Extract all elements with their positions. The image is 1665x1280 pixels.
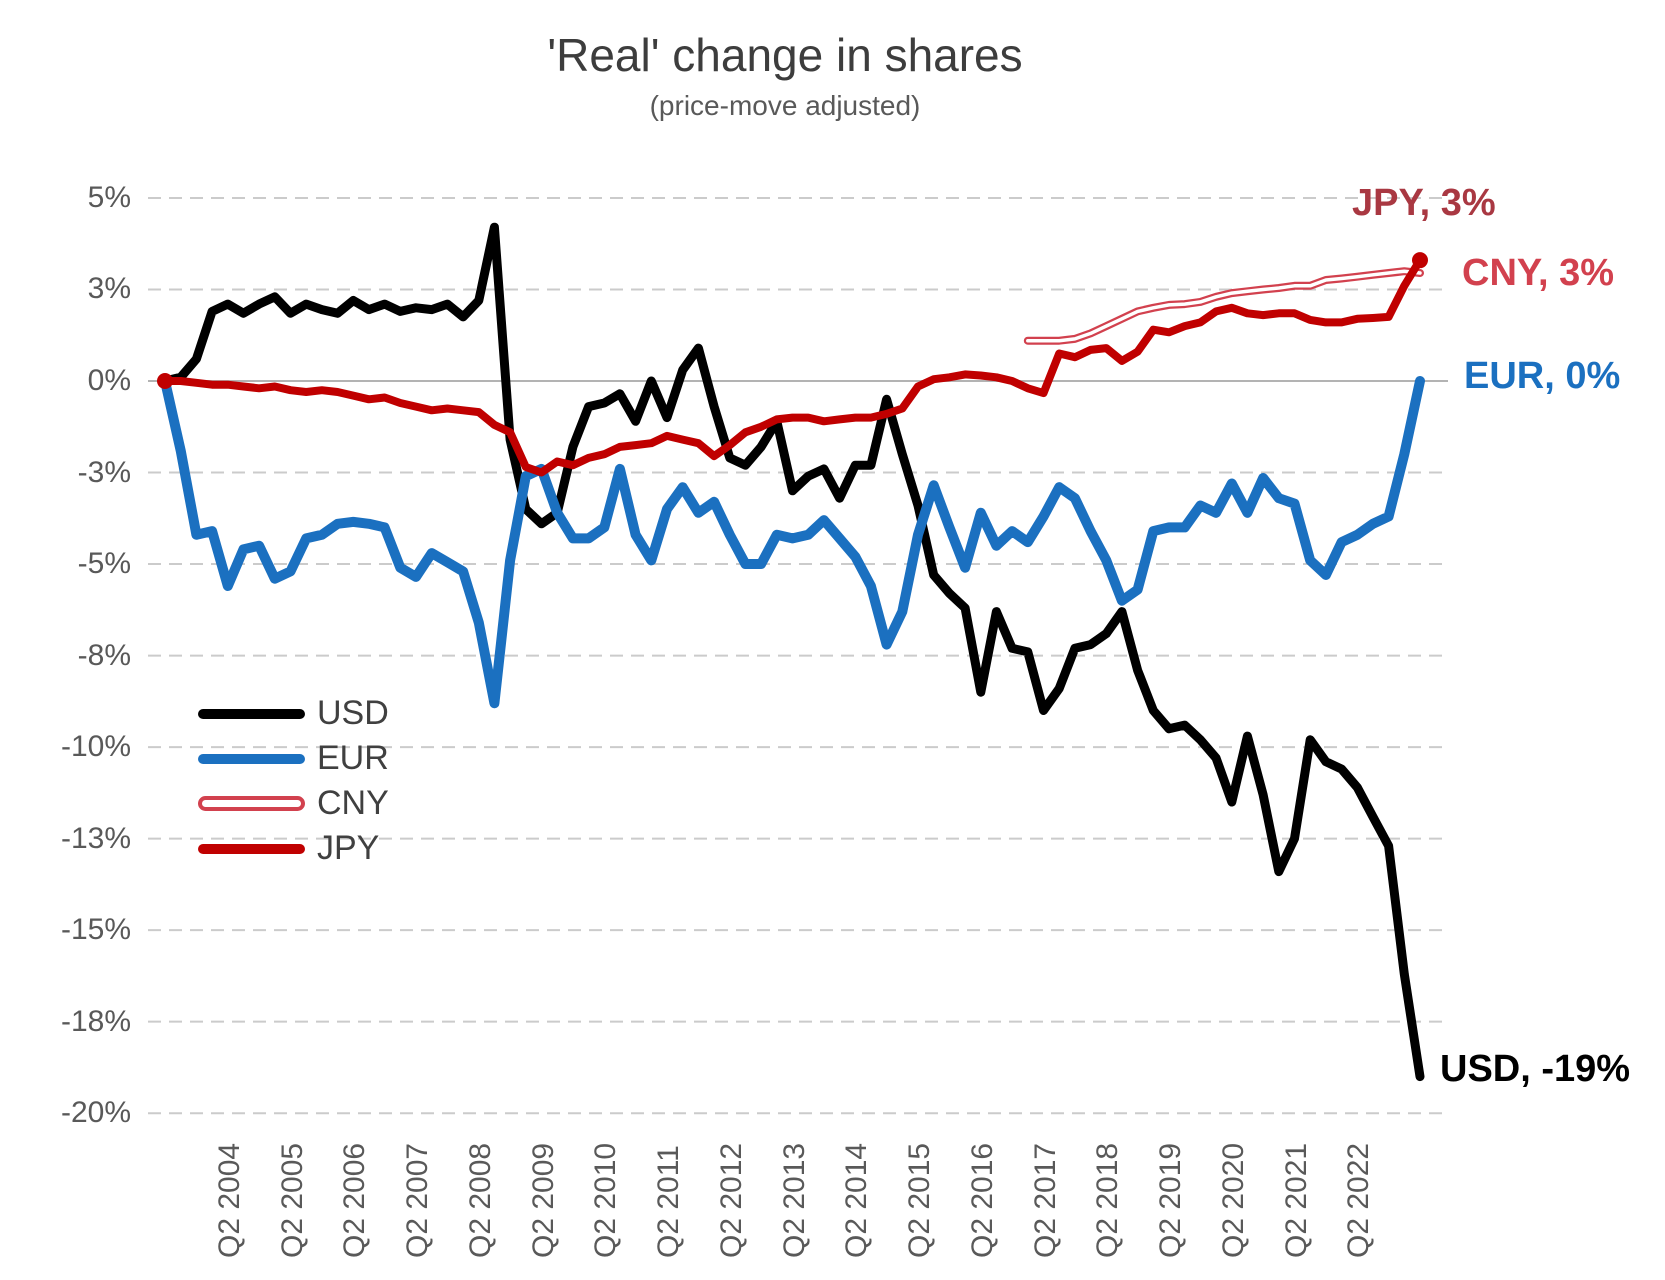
series-line-usd — [160, 222, 1425, 1082]
y-axis-label: -5% — [77, 547, 131, 581]
series-line-inner-cny — [1026, 269, 1422, 343]
legend-item-cny: CNY — [198, 781, 389, 826]
series-end-label-eur: EUR, 0% — [1464, 355, 1621, 397]
legend-swatch-jpy — [198, 843, 305, 854]
y-axis-label: -3% — [77, 455, 131, 489]
x-axis-label: Q2 2009 — [526, 1142, 560, 1258]
legend-item-jpy: JPY — [198, 826, 389, 871]
series-end-label-jpy: JPY, 3% — [1352, 182, 1496, 224]
legend-label-usd: USD — [317, 694, 389, 732]
legend-swatch-cny — [198, 796, 305, 811]
chart-subtitle: (price-move adjusted) — [649, 90, 921, 121]
y-axis-label: 3% — [87, 272, 131, 306]
x-axis-label: Q2 2021 — [1279, 1142, 1313, 1258]
x-axis-label: Q2 2020 — [1216, 1142, 1250, 1258]
x-axis-label: Q2 2011 — [652, 1145, 685, 1258]
legend-label-jpy: JPY — [317, 829, 380, 867]
jpy-start-dot — [157, 373, 173, 389]
x-axis-label: Q2 2005 — [275, 1142, 309, 1258]
chart-title: 'Real' change in shares — [547, 29, 1023, 81]
legend-swatch-eur — [198, 753, 305, 764]
series-line-eur — [160, 376, 1425, 709]
x-axis-label: Q2 2012 — [714, 1142, 748, 1258]
x-axis-label: Q2 2008 — [463, 1142, 497, 1258]
y-axis-label: -10% — [60, 730, 131, 764]
x-axis-label: Q2 2006 — [338, 1142, 372, 1258]
legend-label-eur: EUR — [317, 739, 389, 777]
y-axis-label: -15% — [60, 913, 131, 947]
legend: USD EUR CNY JPY — [198, 691, 389, 871]
y-axis-label: -18% — [60, 1004, 131, 1038]
x-axis-label: Q2 2018 — [1091, 1142, 1125, 1258]
x-axis-label: Q2 2010 — [589, 1142, 623, 1258]
series-end-label-cny: CNY, 3% — [1462, 252, 1615, 294]
x-axis-label: Q2 2022 — [1342, 1142, 1376, 1258]
y-axis-label: 0% — [87, 364, 131, 397]
legend-swatch-usd — [198, 708, 305, 719]
x-axis-label: Q2 2016 — [965, 1142, 999, 1258]
y-axis-label: -8% — [77, 638, 131, 672]
legend-label-cny: CNY — [317, 784, 389, 822]
jpy-end-dot — [1412, 252, 1428, 269]
y-axis-label: -20% — [60, 1096, 131, 1130]
y-axis-label: -13% — [60, 821, 131, 855]
series-end-label-usd: USD, -19% — [1440, 1048, 1631, 1090]
series-line-jpy — [161, 256, 1424, 477]
legend-item-eur: EUR — [198, 736, 389, 781]
x-axis-label: Q2 2015 — [903, 1142, 936, 1258]
x-axis-label: Q2 2007 — [401, 1142, 434, 1258]
x-axis-label: Q2 2017 — [1028, 1142, 1062, 1258]
y-axis-label: 5% — [87, 180, 131, 214]
x-axis-label: Q2 2013 — [777, 1142, 811, 1258]
x-axis-label: Q2 2004 — [212, 1142, 246, 1258]
x-axis-label: Q2 2014 — [840, 1142, 874, 1258]
x-axis-label: Q2 2019 — [1154, 1142, 1187, 1258]
legend-item-usd: USD — [198, 691, 389, 736]
